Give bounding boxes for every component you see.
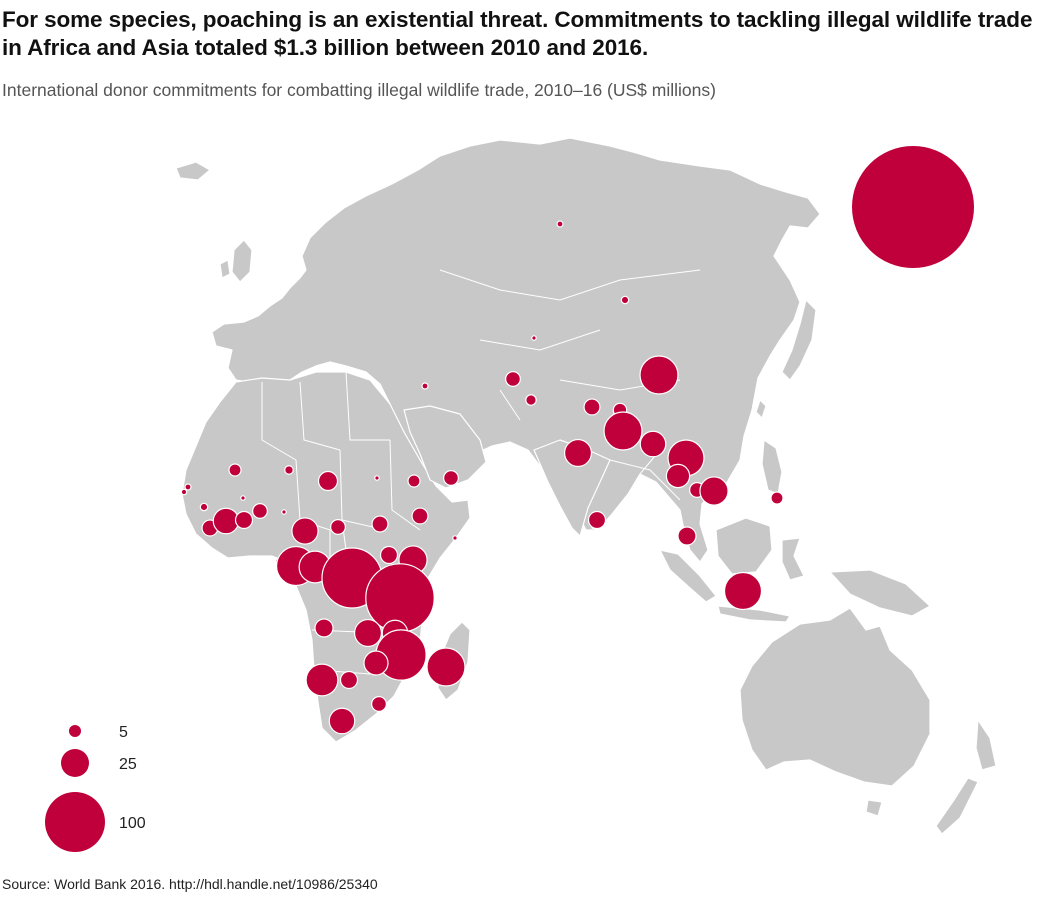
bubble-eritrea [407, 474, 421, 488]
land-iceland [175, 161, 211, 181]
bubble-botswana [339, 670, 359, 690]
bubble-uganda [379, 545, 399, 565]
bubble-swaziland [371, 696, 387, 712]
bubble-angola [314, 618, 334, 638]
bubble-iraq [421, 382, 429, 390]
bubble-niger [284, 465, 294, 475]
land-borneo [715, 517, 773, 575]
land-taiwan [755, 399, 767, 419]
legend-bubble-5 [69, 725, 81, 737]
bubble-nepal [583, 398, 601, 416]
bubble-russia [556, 220, 564, 228]
bubble-nigeria [291, 517, 319, 545]
land-australia [739, 607, 931, 787]
bubble-thailand [665, 463, 691, 489]
legend-bubble-25 [61, 749, 89, 777]
bubble-south-sudan [371, 515, 389, 533]
legend-label-5: 5 [119, 724, 128, 741]
bubble-layer [180, 146, 974, 735]
bubble-indonesia [723, 571, 763, 611]
bubble-mongolia [620, 295, 630, 305]
land-new-zealand [935, 719, 997, 835]
bubble-sudan [374, 475, 380, 481]
bubble-burkina-faso [240, 495, 246, 501]
chart-title: For some species, poaching is an existen… [2, 7, 1033, 60]
bubble-cote-d-ivoire [234, 510, 254, 530]
land-sumatra [659, 549, 717, 603]
legend-label-100: 100 [119, 815, 146, 832]
bubble-guinea [199, 502, 209, 512]
bubble-regional [852, 146, 974, 268]
land-ireland [219, 259, 231, 279]
bubble-kyrgyzstan [531, 335, 537, 341]
bubble-malaysia [677, 526, 697, 546]
bubble-zimbabwe [363, 650, 389, 676]
bubble-philippines [770, 491, 784, 505]
land-philippines [761, 439, 783, 495]
bubble-afghanistan [505, 371, 521, 387]
legend-bubble-100 [45, 792, 105, 852]
land-new-guinea [829, 569, 931, 617]
land-sulawesi [781, 537, 805, 581]
bubble-liberia [212, 507, 240, 535]
bubble-central-african-republic [330, 519, 346, 535]
bubble-ethiopia [411, 507, 429, 525]
land-britain [231, 239, 253, 283]
bubble-pakistan [525, 394, 537, 406]
bubble-madagascar [426, 647, 466, 687]
legend-label-25: 25 [119, 756, 137, 773]
bubble-the-gambia [180, 488, 188, 496]
bubble-namibia [305, 663, 339, 697]
bubble-yemen [443, 470, 459, 486]
land-arabia [403, 405, 487, 489]
chart-subtitle: International donor commitments for comb… [2, 80, 716, 100]
bubble-zambia [353, 618, 383, 648]
land-tasmania [865, 799, 883, 817]
land-japan [781, 299, 817, 381]
bubble-vietnam [699, 476, 729, 506]
source-note: Source: World Bank 2016. http://hdl.hand… [2, 876, 378, 892]
world-map: 5 25 100 [45, 137, 997, 852]
bubble-india [563, 438, 593, 468]
bubble-togo [281, 509, 287, 515]
land-java [717, 605, 791, 623]
bubble-china [639, 355, 679, 395]
bubble-ghana [252, 503, 268, 519]
bubble-sri-lanka [587, 510, 607, 530]
bubble-bangladesh [603, 411, 643, 451]
bubble-somalia [452, 535, 458, 541]
bubble-south-africa [328, 707, 356, 735]
bubble-senegal [184, 483, 192, 491]
size-legend: 5 25 100 [45, 724, 146, 852]
bubble-chad [317, 470, 339, 492]
bubble-mali [228, 463, 242, 477]
bubble-myanmar [639, 430, 667, 458]
